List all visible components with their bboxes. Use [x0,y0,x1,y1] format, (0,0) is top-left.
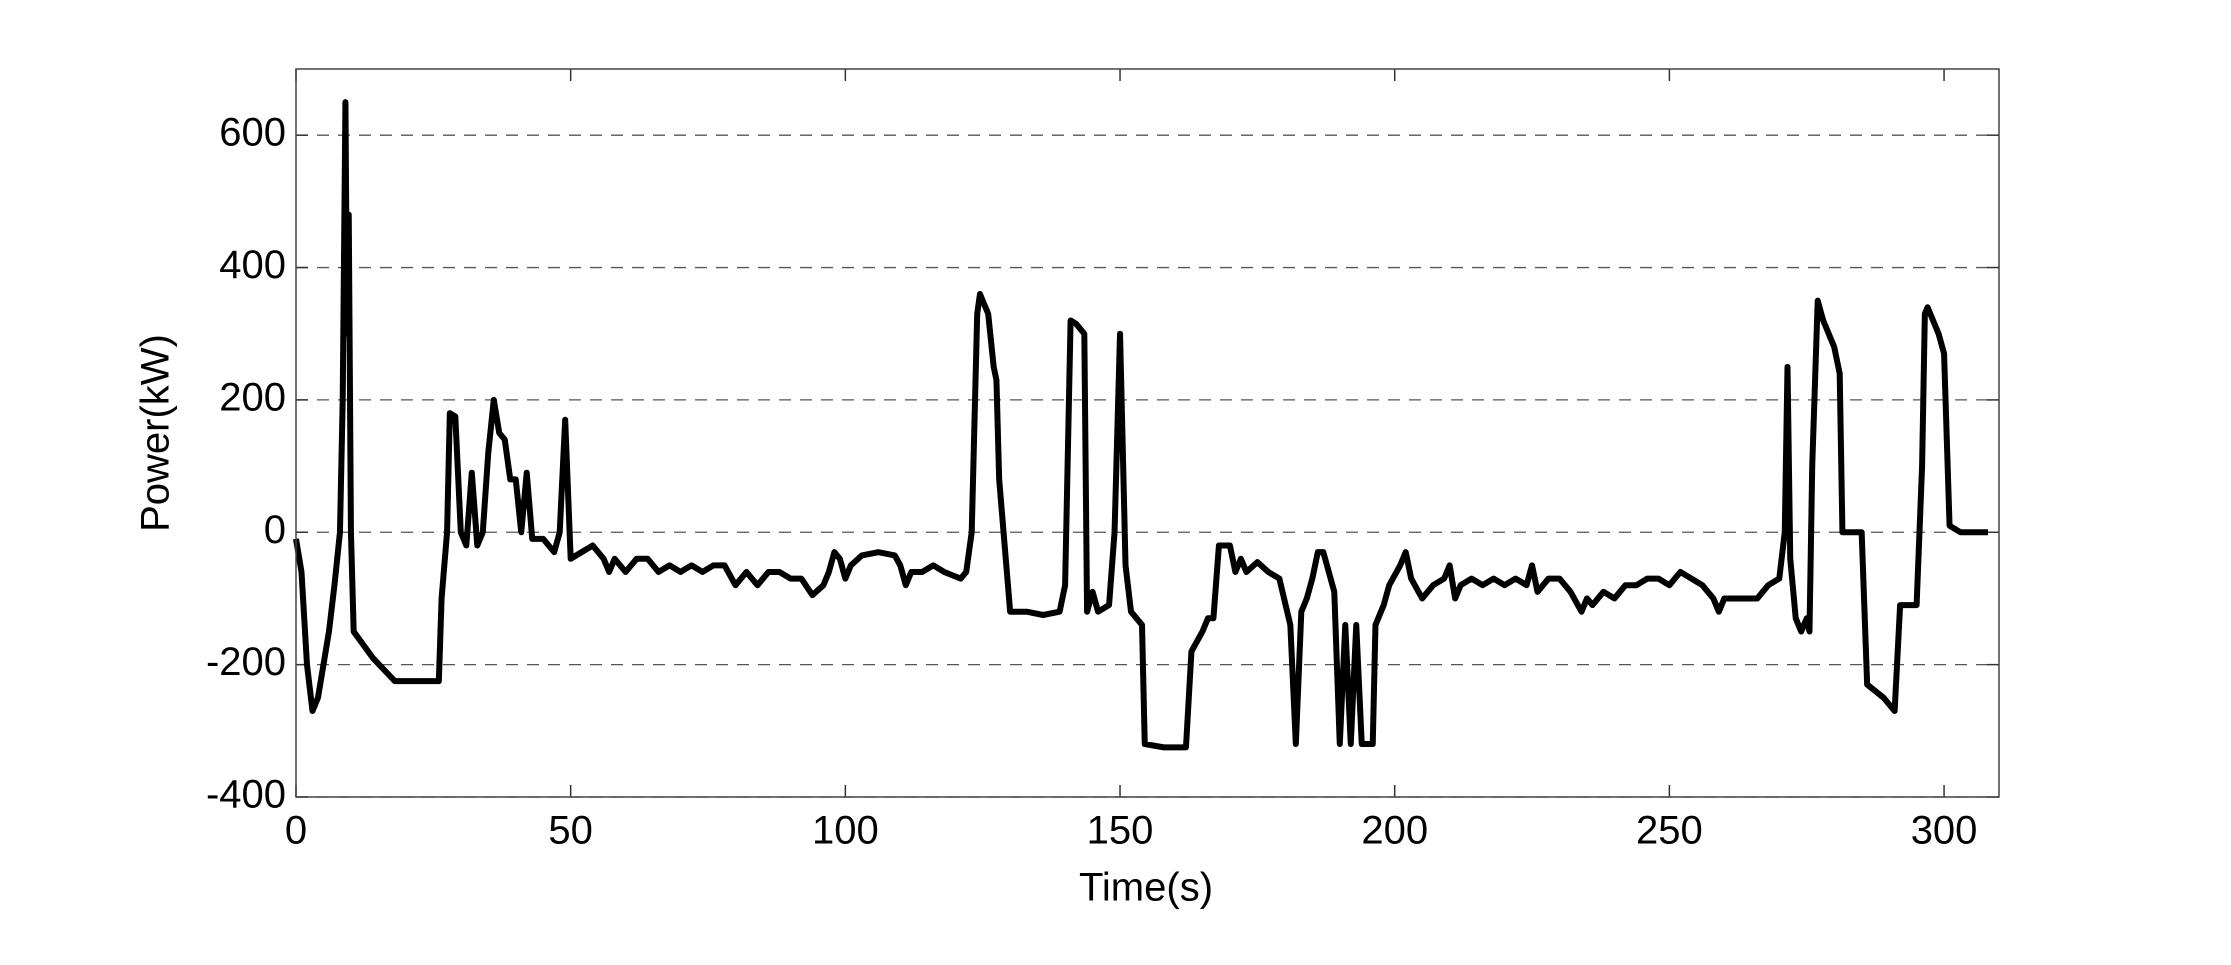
y-tick-label: 600 [219,111,286,155]
axes-frame [295,68,2000,798]
x-tick-label: 50 [548,809,593,853]
x-tick-label: 150 [1087,809,1154,853]
data-line [293,99,1989,751]
x-tick-label: 250 [1636,809,1703,853]
x-tick-label: 100 [812,809,879,853]
y-tick-label: 200 [219,375,286,419]
plot-area [296,69,1999,797]
y-tick-label: -400 [206,773,286,817]
x-tick-label: 0 [285,809,307,853]
y-tick-label: -200 [206,640,286,684]
y-axis-label: Power(kW) [134,334,178,532]
x-tick-label: 300 [1911,809,1978,853]
x-tick-label: 200 [1361,809,1428,853]
y-tick-label: 400 [219,243,286,287]
y-tick-label: 0 [264,508,286,552]
x-axis-label: Time(s) [1079,866,1213,910]
